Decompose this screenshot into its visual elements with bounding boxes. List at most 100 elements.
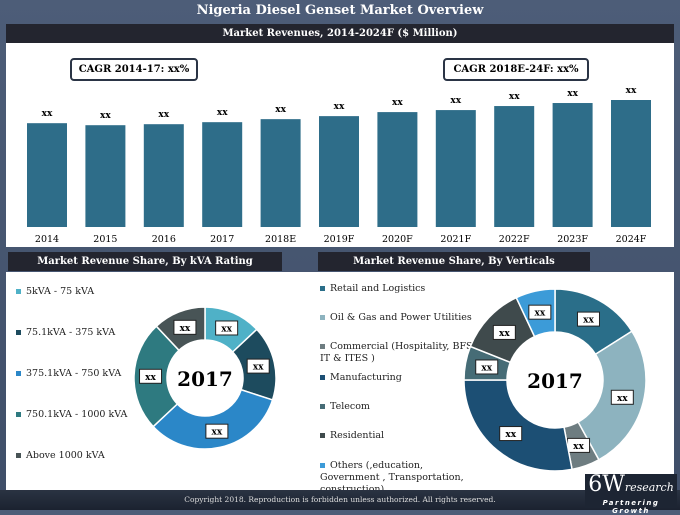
cagr-annotation-2: CAGR 2018E-24F: xx% (443, 58, 589, 81)
bar-data-label: xx (42, 109, 53, 119)
bar-2023F (552, 103, 593, 227)
page-title: Nigeria Diesel Genset Market Overview (196, 3, 484, 18)
x-tick-label: 2021F (440, 234, 471, 245)
bar-data-label: xx (392, 98, 403, 108)
legend-label: Commercial (Hospitality, BFSI, IT & ITES… (320, 341, 480, 364)
verticals-donut-label-box (475, 359, 499, 375)
bar-2020F (377, 112, 418, 227)
bar-2016 (143, 124, 184, 227)
logo-main: 6W (588, 472, 625, 497)
legend-label: 5kVA - 75 kVA (26, 286, 95, 297)
legend-item: 375.1kVA - 750 kVA (16, 368, 166, 380)
legend-label: Residential (330, 430, 385, 441)
verticals-donut-data-label: xx (573, 442, 584, 452)
legend-label: Above 1000 kVA (26, 450, 105, 461)
kva-donut-data-label: xx (212, 428, 223, 438)
verticals-donut-label-box (576, 311, 600, 327)
legend-item: Others (,education, Government , Transpo… (320, 460, 480, 496)
legend-label: Others (,education, Government , Transpo… (320, 460, 464, 495)
legend-item: 75.1kVA - 375 kVA (16, 327, 166, 339)
legend-item: Telecom (320, 401, 480, 413)
legend-item: Above 1000 kVA (16, 450, 166, 462)
legend-swatch (16, 330, 21, 335)
legend-swatch (16, 289, 21, 294)
bar-2021F (435, 110, 476, 227)
legend-swatch (320, 404, 325, 409)
kva-donut-label-box (205, 423, 229, 439)
logo-tagline: Partnering Growth (602, 499, 660, 515)
legend-item: Retail and Logistics (320, 283, 480, 295)
legend-swatch (320, 315, 325, 320)
bar-2022F (494, 106, 535, 227)
legend-swatch (320, 286, 325, 291)
bar-data-label: xx (626, 86, 637, 96)
verticals-donut-label-box (492, 324, 516, 340)
kva-donut-data-label: xx (180, 324, 191, 334)
legend-item: 750.1kVA - 1000 kVA (16, 409, 166, 421)
legend-item: Manufacturing (320, 372, 480, 384)
x-tick-label: 2020F (382, 234, 413, 245)
x-tick-label: 2024F (616, 234, 647, 245)
bar-2017 (202, 122, 243, 227)
kva-chart-header: Market Revenue Share, By kVA Rating (8, 252, 282, 271)
verticals-donut-label-box (528, 304, 552, 320)
cagr-annotation-1: CAGR 2014-17: xx% (70, 58, 198, 81)
x-tick-label: 2022F (499, 234, 530, 245)
legend-swatch (320, 344, 325, 349)
legend-item: Oil & Gas and Power Utilities (320, 312, 480, 324)
verticals-donut-data-label: xx (505, 430, 516, 440)
legend-item: Commercial (Hospitality, BFSI, IT & ITES… (320, 341, 480, 365)
kva-donut-slice (152, 388, 274, 450)
verticals-donut-center-label: 2017 (527, 369, 583, 393)
kva-donut-label-box (246, 358, 270, 374)
company-logo: 6Wresearch Partnering Growth (585, 472, 677, 515)
bar-data-label: xx (334, 102, 345, 112)
kva-donut-label-box (139, 368, 163, 384)
legend-label: 750.1kVA - 1000 kVA (26, 409, 128, 420)
bar-data-label: xx (509, 92, 520, 102)
x-tick-label: 2019F (324, 234, 355, 245)
bar-2018E (260, 119, 301, 227)
legend-swatch (16, 453, 21, 458)
x-tick-label: 2018E (265, 234, 296, 245)
bar-data-label: xx (450, 96, 461, 106)
bar-data-label: xx (275, 105, 286, 115)
logo-sub: research (624, 481, 674, 494)
verticals-chart-header: Market Revenue Share, By Verticals (318, 252, 590, 271)
bar-2019F (319, 116, 359, 227)
bar-data-label: xx (158, 110, 169, 120)
legend-label: 375.1kVA - 750 kVA (26, 368, 122, 379)
kva-donut-center-label: 2017 (177, 367, 233, 391)
kva-donut-data-label: xx (253, 363, 264, 373)
verticals-donut-data-label: xx (499, 329, 510, 339)
x-tick-label: 2023F (557, 234, 588, 245)
legend-label: Retail and Logistics (330, 283, 426, 294)
bar-2014 (27, 123, 67, 227)
revenue-chart-header: Market Revenues, 2014-2024F ($ Million) (6, 24, 674, 43)
bar-data-label: xx (567, 89, 578, 99)
verticals-donut-data-label: xx (583, 316, 594, 326)
legend-swatch (320, 463, 325, 468)
legend-item: 5kVA - 75 kVA (16, 286, 166, 298)
verticals-donut-label-box (610, 389, 634, 405)
legend-label: Telecom (330, 401, 370, 412)
kva-donut-label-box (215, 320, 239, 336)
revenue-bar-chart: xx 2014 xx 2015 xx 2016 xx 2017 xx 2018E xx 2019F xx… (27, 86, 651, 245)
x-tick-label: 2014 (35, 234, 59, 245)
verticals-donut-slice (463, 379, 573, 472)
kva-donut-data-label: xx (145, 373, 156, 383)
legend-label: 75.1kVA - 375 kVA (26, 327, 116, 338)
legend-swatch (16, 412, 21, 417)
bar-2024F (611, 100, 651, 227)
x-tick-label: 2015 (93, 234, 117, 245)
verticals-donut-data-label: xx (481, 363, 492, 373)
legend-swatch (320, 433, 325, 438)
verticals-donut-data-label: xx (534, 309, 545, 319)
kva-donut-data-label: xx (221, 324, 232, 334)
legend-label: Oil & Gas and Power Utilities (330, 312, 472, 323)
bar-data-label: xx (217, 108, 228, 118)
legend-label: Manufacturing (330, 372, 402, 383)
copyright-footer: Copyright 2018. Reproduction is forbidde… (0, 490, 680, 510)
verticals-donut-label-box (499, 426, 523, 442)
